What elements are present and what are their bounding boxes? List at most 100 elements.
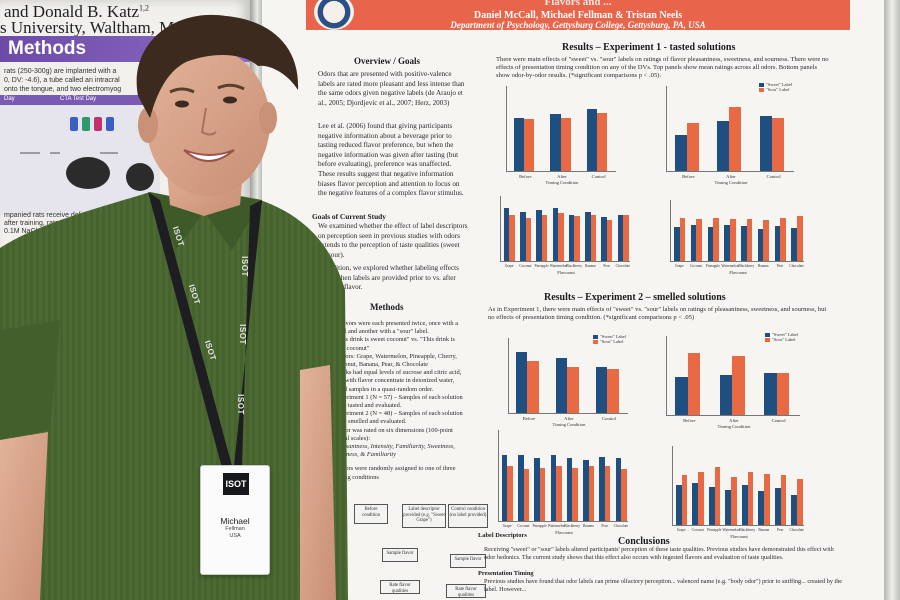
- conclusions-sub-label-descriptors: Label Descriptors: [478, 532, 527, 539]
- sour-label-bar: [572, 467, 578, 521]
- mini-bar-chart: Grape Coconut Pineapple Watermelon Blackberr…: [670, 200, 804, 275]
- sweet-label-bar: [791, 494, 798, 525]
- day-label: Day: [4, 96, 15, 102]
- badge-first-name: Michael: [220, 516, 250, 526]
- flow-box: Control condition (no label provided): [448, 504, 488, 528]
- sweet-label-bar: [615, 458, 622, 521]
- mini-bar-chart: Before After Control Timing Condition "Sweet…: [508, 334, 628, 427]
- mini-bar-chart: Before After Control Timing Condition "Sweet…: [666, 332, 800, 429]
- sweet-label-bar: [503, 208, 510, 261]
- sour-label-bar: [607, 368, 619, 413]
- sour-label-bar: [588, 465, 595, 521]
- x-tick-label: Chocolate: [613, 524, 629, 528]
- x-axis-label: Flavorant: [729, 270, 747, 275]
- sweet-label-bar: [791, 227, 797, 261]
- x-tick-label: Watermelon: [549, 264, 568, 268]
- left-poster-text-line: onto the tongue, and two electromyog: [4, 86, 122, 93]
- sour-label-bar: [525, 218, 532, 261]
- x-tick-label: Chocolate: [789, 528, 805, 532]
- x-tick-label: Grape: [676, 528, 686, 532]
- x-tick-label: Banana: [584, 264, 596, 268]
- flow-box: Sample flavor: [382, 548, 418, 562]
- overview-heading: Overview / Goals: [354, 56, 420, 66]
- sour-label-bar: [507, 465, 513, 521]
- left-poster-side-text: SSA-bo: [4, 246, 36, 256]
- cta-test-day-label: CTA Test Day: [60, 96, 97, 102]
- x-tick-label: Control: [766, 174, 781, 179]
- sweet-label-bar: [741, 226, 747, 261]
- sour-label-bar: [763, 220, 770, 261]
- sweet-label-bar: [585, 211, 591, 261]
- x-tick-label: Coconut: [519, 264, 532, 268]
- x-tick-label: Blackberry: [738, 264, 755, 268]
- sour-label-bar: [597, 112, 608, 171]
- goals-heading: Goals of Current Study: [312, 212, 386, 221]
- sour-label-bar: [797, 478, 803, 525]
- x-tick-label: After: [557, 174, 567, 179]
- x-tick-label: Control: [591, 174, 606, 179]
- chart-legend: "Sweet" Label "Sour" Label: [592, 334, 626, 344]
- x-tick-label: Blackberry: [739, 528, 756, 532]
- overview-bullet: Lee et al. (2006) found that giving part…: [318, 122, 464, 198]
- sweet-label-bar: [518, 454, 524, 521]
- sour-label-bar: [747, 472, 754, 525]
- x-axis-label: Flavorant: [555, 530, 573, 535]
- conclusions-text: Receiving "sweet" or "sour" labels alter…: [484, 546, 834, 561]
- left-poster-methods-bar: Methods: [0, 36, 250, 62]
- sour-label-bar: [687, 352, 701, 415]
- x-axis-label: Timing Condition: [545, 180, 579, 185]
- poster-authors: Daniel McCall, Michael Fellman & Tristan…: [473, 10, 683, 21]
- conference-name-badge: ISOT Michael Fellman USA: [200, 465, 270, 575]
- color-chip: [94, 117, 102, 131]
- sweet-label-bar: [556, 358, 568, 413]
- lanyard-logo-text: ISOT: [235, 394, 245, 415]
- sour-label-bar: [714, 467, 721, 525]
- sour-label-bar: [560, 117, 571, 171]
- sweet-label-bar: [674, 226, 680, 261]
- x-tick-label: Coconut: [691, 528, 704, 532]
- poster-affiliation: Department of Psychology, Gettysburg Col…: [450, 20, 706, 30]
- sour-label-bar: [681, 475, 688, 525]
- sweet-label-bar: [725, 489, 732, 525]
- sour-label-bar: [556, 465, 562, 521]
- sweet-label-bar: [601, 217, 607, 261]
- sour-label-bar: [679, 217, 686, 261]
- sour-label-bar: [780, 475, 787, 525]
- sour-label-bar: [746, 218, 753, 261]
- sweet-label-bar: [724, 225, 730, 261]
- color-chip: [106, 117, 114, 131]
- overview-bullet: Odors that are presented with positive-v…: [318, 70, 465, 107]
- left-poster-authors: and Donald B. Katz1,2: [4, 2, 150, 21]
- mini-bar-chart: Grape Coconut Pineapple Watermelon Blackberr…: [672, 446, 804, 539]
- college-seal-logo: [314, 0, 354, 30]
- sweet-label-bar: [757, 228, 764, 261]
- flow-box: Rate flavor qualities: [446, 584, 486, 598]
- sweet-label-bar: [568, 214, 575, 261]
- sweet-label-bar: [583, 460, 589, 521]
- sweet-label-bar: [690, 225, 697, 261]
- x-tick-label: Watermelon: [721, 264, 739, 268]
- sour-label-bar: [523, 119, 535, 171]
- conclusions-text: Previous studies have found that odor la…: [484, 578, 843, 593]
- x-tick-label: Before: [682, 174, 695, 179]
- sweet-label-bar: [719, 375, 733, 415]
- conclusions-heading: Conclusions: [618, 536, 670, 547]
- methods-heading: Methods: [370, 302, 404, 312]
- x-tick-label: Pear: [777, 528, 784, 532]
- sour-label-bar: [621, 469, 627, 521]
- sour-label-bar: [729, 106, 742, 171]
- x-tick-label: Pear: [776, 264, 784, 268]
- badge-country: USA: [229, 533, 241, 539]
- x-axis-label: Timing Condition: [714, 180, 748, 185]
- sweet-label-bar: [550, 114, 561, 171]
- sweet-label-bar: [599, 456, 605, 521]
- methods-text: 8 flavors were each presented twice, onc…: [334, 320, 463, 481]
- flow-box: Label descriptor provided (e.g. "Sweet G…: [402, 504, 446, 528]
- sour-label-bar: [732, 355, 745, 415]
- flow-box: Before condition: [354, 504, 388, 524]
- flow-box: Sample flavor: [450, 554, 486, 568]
- flow-box: Rate flavor qualities: [380, 580, 420, 594]
- left-poster-diagram: Day CTA Test Day: [0, 95, 160, 215]
- x-axis-label: Timing Condition: [552, 422, 586, 427]
